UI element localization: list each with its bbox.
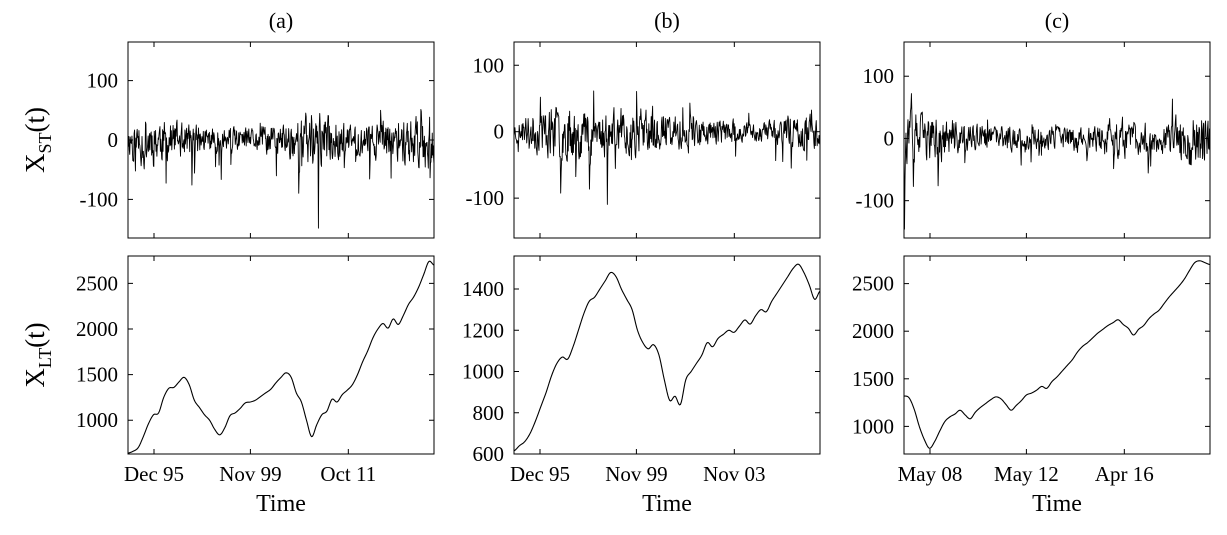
plot-frame xyxy=(127,255,435,455)
y-tick-label: 1000 xyxy=(462,360,504,384)
chart-panel-0: -100 0 100 (a) XST(t) xyxy=(20,8,435,239)
x-tick-label: Oct 11 xyxy=(320,462,376,486)
x-axis-title: Time xyxy=(256,491,306,517)
series-line xyxy=(903,93,1211,230)
chart-panel-2: -100 0 100 (c) xyxy=(856,8,1211,239)
plot-frame xyxy=(513,255,821,455)
series-line xyxy=(903,260,1211,449)
y-axis-title: XST(t) xyxy=(20,107,55,173)
y-tick-label: -100 xyxy=(856,189,895,213)
chart-panel-3: 1000 1500 2000 2500 Dec 95 Nov 99 Oct 11 Time XL… xyxy=(20,255,435,517)
panel-label: (a) xyxy=(269,8,293,33)
x-tick-label: Nov 99 xyxy=(219,462,281,486)
y-tick-label: 800 xyxy=(473,401,505,425)
x-tick-label: May 12 xyxy=(994,462,1059,486)
y-tick-label: 1000 xyxy=(76,408,118,432)
x-axis-title: Time xyxy=(1032,491,1082,517)
series-line xyxy=(513,263,821,452)
y-tick-label: 2500 xyxy=(852,272,894,296)
y-tick-label: 100 xyxy=(473,53,505,77)
x-axis-title: Time xyxy=(642,491,692,517)
y-tick-label: 100 xyxy=(87,69,119,93)
y-tick-label: 600 xyxy=(473,442,505,466)
y-tick-label: 1400 xyxy=(462,277,504,301)
x-tick-label: Apr 16 xyxy=(1095,462,1154,486)
y-tick-label: 0 xyxy=(884,126,895,150)
y-tick-label: 0 xyxy=(108,128,119,152)
chart-panel-4: 600 800 1000 1200 1400 Dec 95 Nov 99 Nov 03 Time xyxy=(462,255,821,517)
chart-panel-5: 1000 1500 2000 2500 May 08 May 12 Apr 16 Time xyxy=(852,255,1211,517)
y-tick-label: 100 xyxy=(863,64,895,88)
y-tick-label: 2500 xyxy=(76,271,118,295)
y-tick-label: 1000 xyxy=(852,414,894,438)
series-line xyxy=(513,90,821,205)
y-tick-label: 0 xyxy=(494,120,505,144)
chart-panel-1: -100 0 100 (b) xyxy=(466,8,821,239)
y-tick-label: -100 xyxy=(466,186,505,210)
x-tick-label: May 08 xyxy=(898,462,963,486)
panel-label: (b) xyxy=(654,8,680,33)
plot-frame xyxy=(513,41,821,239)
x-tick-label: Nov 99 xyxy=(605,462,667,486)
x-tick-label: Dec 95 xyxy=(124,462,184,486)
y-tick-label: 2000 xyxy=(852,319,894,343)
plot-frame xyxy=(903,255,1211,455)
y-axis-title: XLT(t) xyxy=(20,322,55,387)
panel-label: (c) xyxy=(1045,8,1069,33)
series-line xyxy=(127,260,435,454)
y-tick-label: 2000 xyxy=(76,317,118,341)
y-tick-label: 1500 xyxy=(76,363,118,387)
y-tick-label: -100 xyxy=(80,187,119,211)
x-tick-label: Dec 95 xyxy=(510,462,570,486)
x-tick-label: Nov 03 xyxy=(703,462,765,486)
y-tick-label: 1500 xyxy=(852,367,894,391)
y-tick-label: 1200 xyxy=(462,318,504,342)
series-line xyxy=(127,108,435,229)
